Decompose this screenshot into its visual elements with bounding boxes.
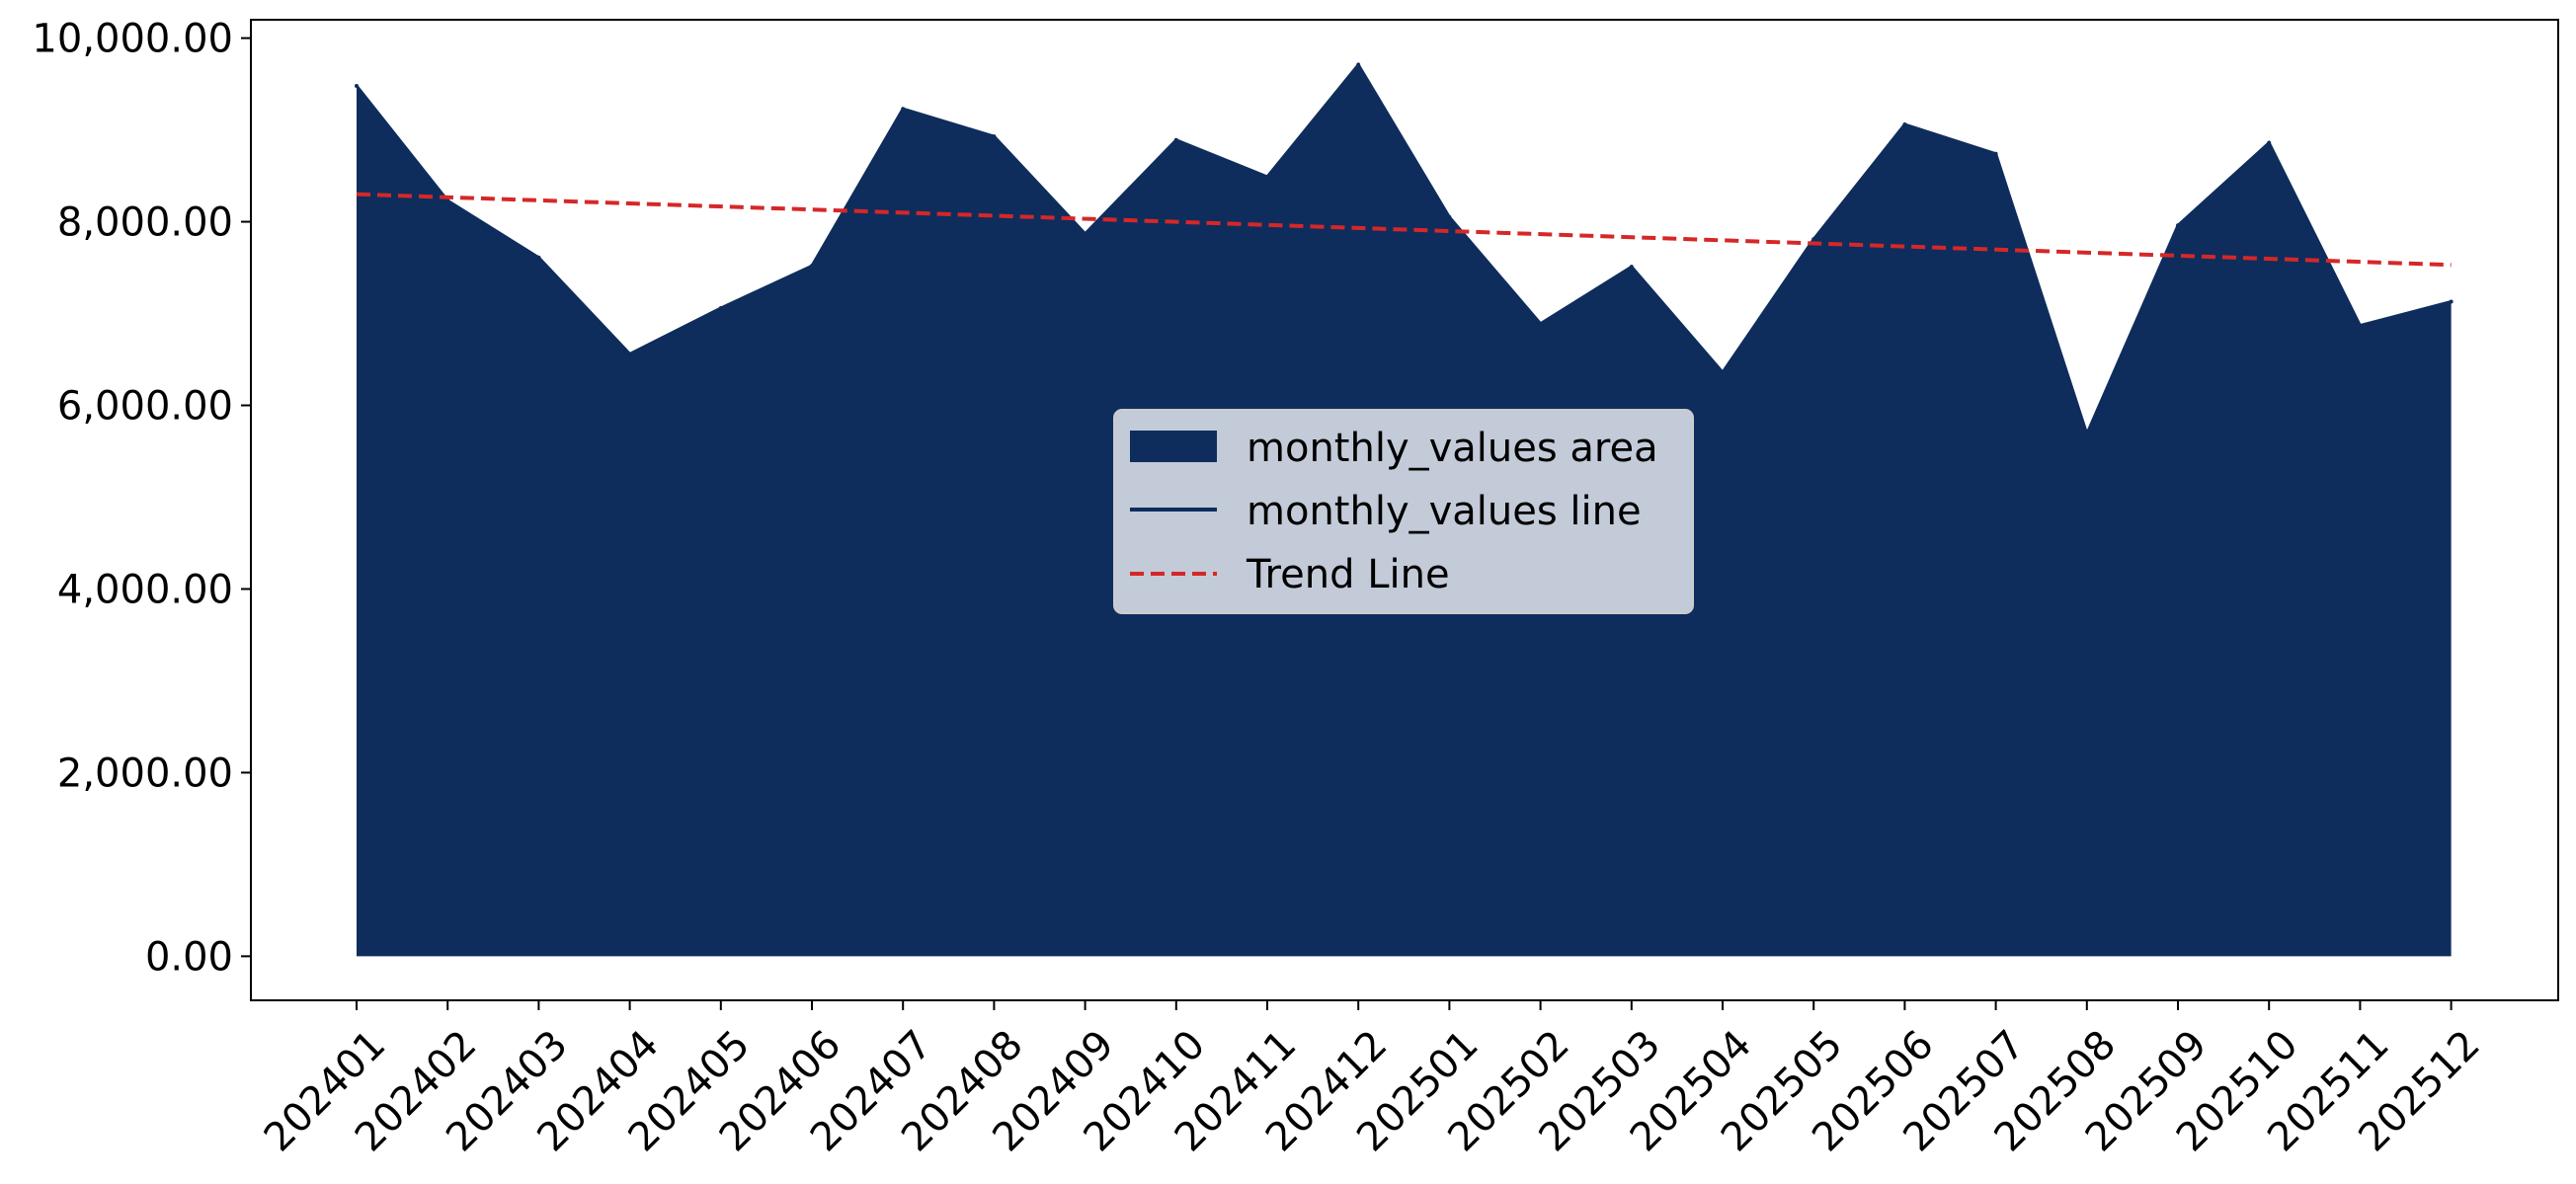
y-tick-label: 10,000.00	[32, 17, 233, 62]
y-tick-label: 0.00	[145, 934, 233, 980]
data-point-202410	[1173, 137, 1178, 142]
y-tick-label: 8,000.00	[57, 200, 233, 246]
data-point-202409	[1083, 231, 1087, 236]
series-line	[355, 61, 2452, 438]
data-point-202401	[355, 83, 359, 88]
data-point-202411	[1265, 174, 1269, 179]
data-point-202505	[1811, 237, 1816, 242]
data-point-202407	[901, 107, 906, 112]
y-axis: 0.00 2,000.00 4,000.00 6,000.00 8,000.00 10,0…	[32, 17, 251, 980]
data-point-202511	[2358, 323, 2363, 328]
data-point-202404	[627, 352, 632, 356]
data-point-202509	[2176, 223, 2180, 228]
data-point-202503	[1629, 265, 1634, 270]
legend-label-trend: Trend Line	[1246, 552, 1450, 597]
data-point-202408	[992, 134, 997, 139]
y-tick-label: 2,000.00	[57, 750, 233, 796]
data-point-202406	[810, 264, 814, 269]
data-point-202402	[445, 198, 450, 203]
legend-label-line: monthly_values line	[1247, 489, 1642, 534]
data-point-202506	[1902, 121, 1907, 126]
legend-label-area: monthly_values area	[1247, 426, 1658, 471]
plot-frame	[250, 19, 2559, 1001]
data-point-202508	[2084, 432, 2089, 436]
y-tick-label: 4,000.00	[57, 567, 233, 612]
data-point-202405	[718, 305, 723, 310]
legend: monthly_values area monthly_values line …	[1113, 409, 1694, 614]
data-point-202501	[1447, 214, 1452, 219]
legend-patch-area	[1130, 431, 1217, 462]
data-point-202502	[1538, 321, 1543, 326]
y-tick-label: 6,000.00	[57, 384, 233, 430]
legend-box	[1113, 409, 1694, 614]
x-axis: 2024012024022024032024042024052024062024…	[256, 1000, 2489, 1160]
trend-line	[356, 192, 2452, 268]
data-point-202507	[1993, 151, 1998, 156]
data-point-202510	[2267, 140, 2272, 145]
data-point-202504	[1721, 370, 1725, 375]
data-point-202403	[536, 255, 541, 260]
data-point-202512	[2449, 299, 2454, 304]
data-point-202412	[1356, 62, 1361, 67]
